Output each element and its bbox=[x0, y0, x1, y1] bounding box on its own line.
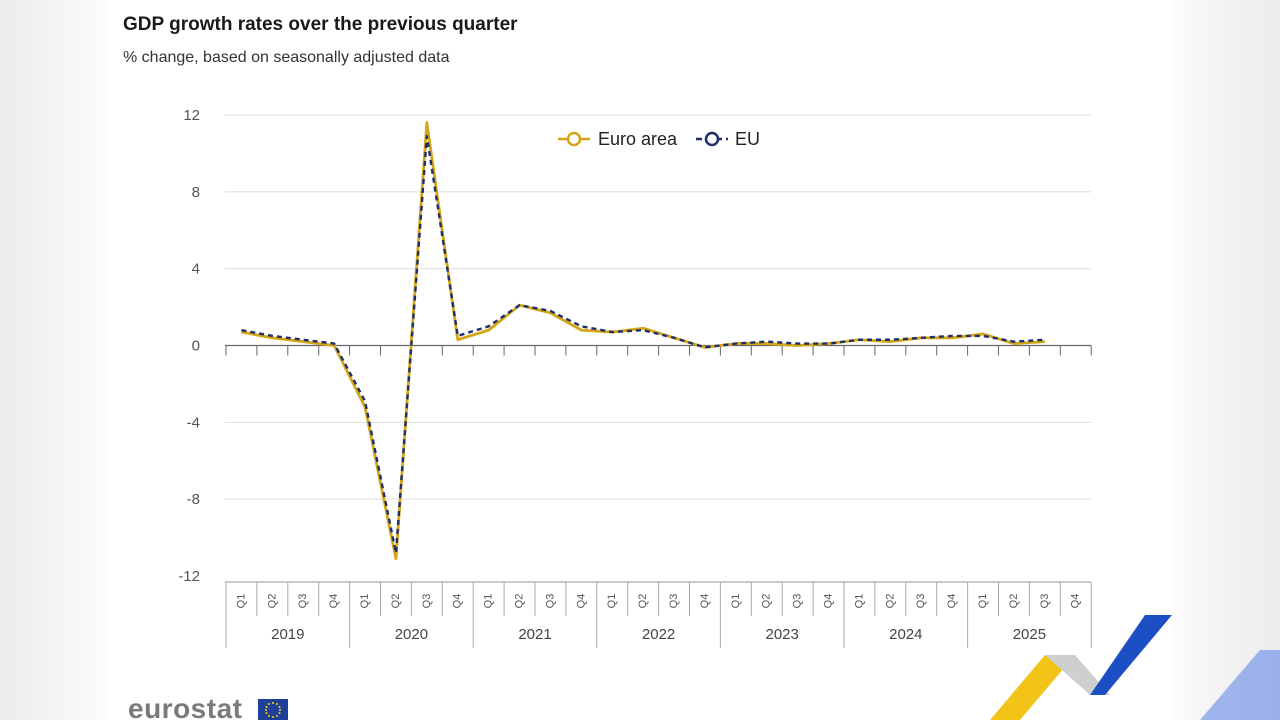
data-point-euro-area bbox=[580, 329, 582, 331]
x-year-label: 2025 bbox=[1013, 626, 1046, 643]
data-point-eu bbox=[1013, 340, 1015, 342]
x-quarter-label: Q4 bbox=[452, 594, 464, 609]
series-line-eu bbox=[241, 134, 1045, 555]
x-year-label: 2021 bbox=[518, 626, 551, 643]
legend[interactable]: Euro area EU bbox=[558, 129, 760, 149]
x-quarter-label: Q1 bbox=[235, 594, 247, 609]
data-point-eu bbox=[271, 335, 273, 337]
x-quarter-label: Q3 bbox=[792, 594, 804, 609]
y-tick-label: -4 bbox=[187, 414, 200, 431]
background-left bbox=[0, 0, 108, 720]
x-quarter-label: Q1 bbox=[359, 594, 371, 609]
legend-item-euro-area[interactable]: Euro area bbox=[558, 129, 678, 149]
data-point-eu bbox=[364, 400, 366, 402]
data-point-euro-area bbox=[487, 329, 489, 331]
x-quarter-label: Q2 bbox=[637, 594, 649, 609]
data-point-eu bbox=[858, 339, 860, 341]
x-quarter-label: Q3 bbox=[668, 594, 680, 609]
x-quarter-label: Q1 bbox=[853, 594, 865, 609]
x-quarter-label: Q2 bbox=[513, 594, 525, 609]
data-point-eu bbox=[426, 135, 428, 137]
y-tick-label: 4 bbox=[192, 261, 200, 278]
data-point-eu bbox=[580, 325, 582, 327]
data-point-eu bbox=[827, 342, 829, 344]
data-point-eu bbox=[951, 335, 953, 337]
data-point-eu bbox=[889, 339, 891, 341]
x-year-label: 2022 bbox=[642, 626, 675, 643]
data-point-eu bbox=[920, 337, 922, 339]
x-quarter-label: Q4 bbox=[575, 594, 587, 609]
x-quarter-label: Q1 bbox=[483, 594, 495, 609]
x-year-label: 2024 bbox=[889, 626, 922, 643]
x-quarter-label: Q4 bbox=[699, 594, 711, 609]
chart-subtitle: % change, based on seasonally adjusted d… bbox=[123, 49, 450, 66]
data-point-eu bbox=[240, 329, 242, 331]
series-line-euro-area bbox=[241, 121, 1045, 561]
y-tick-label: 12 bbox=[183, 107, 200, 124]
x-quarter-label: Q1 bbox=[977, 594, 989, 609]
data-point-euro-area bbox=[426, 121, 428, 123]
data-point-eu bbox=[766, 340, 768, 342]
data-point-eu bbox=[518, 304, 520, 306]
line-chart: 12 8 4 0 -4 -8 -12 Q1 Q2 Q3 Q4 Q1 Q2 Q3 Q4 Q1 Q2 Q3 Q4 Q1 Q2… bbox=[178, 107, 1092, 648]
y-tick-label: 0 bbox=[192, 338, 200, 355]
x-quarter-label: Q2 bbox=[390, 594, 402, 609]
x-quarter-label: Q2 bbox=[266, 594, 278, 609]
chart-card: GDP growth rates over the previous quart… bbox=[108, 0, 1170, 720]
x-quarter-label: Q4 bbox=[328, 594, 340, 609]
x-year-label: 2020 bbox=[395, 626, 428, 643]
data-point-eu bbox=[1044, 339, 1046, 341]
legend-marker-eu bbox=[704, 131, 720, 147]
x-quarter-label: Q2 bbox=[884, 594, 896, 609]
x-quarter-label: Q2 bbox=[761, 594, 773, 609]
chart-title: GDP growth rates over the previous quart… bbox=[123, 14, 518, 35]
data-point-eu bbox=[457, 335, 459, 337]
data-point-eu bbox=[673, 337, 675, 339]
data-point-euro-area bbox=[457, 339, 459, 341]
data-point-eu bbox=[549, 310, 551, 312]
x-quarter-label: Q4 bbox=[1070, 594, 1082, 609]
x-quarter-label: Q3 bbox=[297, 594, 309, 609]
x-quarter-label: Q3 bbox=[544, 594, 556, 609]
legend-marker-euro-area bbox=[566, 131, 582, 147]
data-point-eu bbox=[796, 342, 798, 344]
gridlines bbox=[225, 114, 1091, 500]
data-point-euro-area bbox=[395, 558, 397, 560]
x-quarter-label: Q3 bbox=[1039, 594, 1051, 609]
x-quarter-label: Q3 bbox=[421, 594, 433, 609]
data-point-eu bbox=[395, 552, 397, 554]
background-right bbox=[1170, 0, 1280, 720]
x-quarter-label: Q3 bbox=[915, 594, 927, 609]
data-point-eu bbox=[611, 331, 613, 333]
axes: 12 8 4 0 -4 -8 -12 Q1 Q2 Q3 Q4 Q1 Q2 Q3 Q4 Q1 Q2 Q3 Q4 Q1 Q2… bbox=[178, 107, 1092, 648]
y-tick-label: 8 bbox=[192, 184, 200, 201]
legend-label-eu: EU bbox=[735, 129, 760, 149]
x-year-label: 2019 bbox=[271, 626, 304, 643]
data-point-eu bbox=[642, 329, 644, 331]
y-tick-label: -12 bbox=[178, 568, 200, 585]
x-quarter-label: Q1 bbox=[606, 594, 618, 609]
eurostat-logo: eurostat bbox=[128, 693, 243, 720]
eu-stars-icon bbox=[265, 702, 281, 718]
x-quarter-label: Q4 bbox=[946, 594, 958, 609]
data-point-eu bbox=[302, 339, 304, 341]
data-point-eu bbox=[735, 342, 737, 344]
y-tick-label: -8 bbox=[187, 491, 200, 508]
x-year-label: 2023 bbox=[766, 626, 799, 643]
data-point-eu bbox=[487, 325, 489, 327]
x-quarter-label: Q2 bbox=[1008, 594, 1020, 609]
series-lines bbox=[240, 121, 1046, 561]
x-quarter-label: Q1 bbox=[730, 594, 742, 609]
legend-label-euro-area: Euro area bbox=[598, 129, 678, 149]
data-point-eu bbox=[333, 342, 335, 344]
legend-item-eu[interactable]: EU bbox=[696, 129, 760, 149]
eu-flag-icon bbox=[258, 699, 288, 720]
data-point-eu bbox=[704, 346, 706, 348]
x-quarter-label: Q4 bbox=[822, 594, 834, 609]
data-point-eu bbox=[982, 335, 984, 337]
